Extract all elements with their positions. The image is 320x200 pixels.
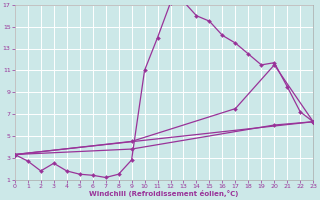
- X-axis label: Windchill (Refroidissement éolien,°C): Windchill (Refroidissement éolien,°C): [89, 190, 239, 197]
